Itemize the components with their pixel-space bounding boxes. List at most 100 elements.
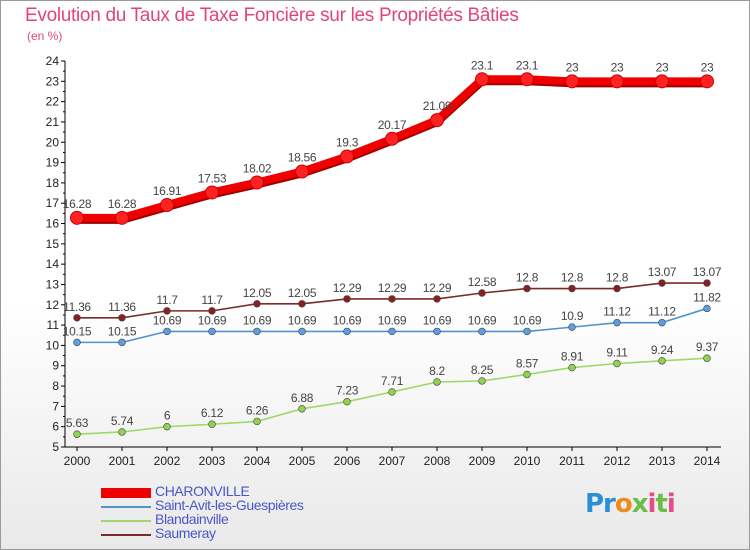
data-label: 23	[701, 60, 714, 74]
legend-label: Saint-Avit-les-Guespières	[155, 497, 304, 513]
data-point	[568, 284, 576, 293]
y-tick-label: 23	[46, 74, 60, 88]
data-point	[523, 370, 531, 379]
data-label: 8.25	[471, 363, 494, 377]
data-label: 23	[566, 60, 579, 74]
data-label: 8.2	[429, 364, 445, 378]
data-point	[658, 279, 666, 287]
data-label: 12.8	[516, 271, 539, 285]
data-point	[73, 430, 81, 438]
data-point	[253, 300, 261, 308]
data-point	[475, 72, 489, 87]
data-point	[478, 289, 486, 297]
data-label: 17.53	[198, 171, 227, 185]
data-point	[610, 74, 624, 89]
x-tick-label: 2010	[514, 454, 541, 468]
data-label: 7.23	[336, 384, 359, 398]
data-label: 5.63	[66, 416, 89, 430]
data-point	[613, 284, 621, 293]
data-label: 11.7	[156, 293, 178, 307]
data-point	[478, 327, 486, 336]
data-point	[70, 210, 84, 225]
x-tick-label: 2002	[154, 454, 181, 468]
data-label: 8.57	[516, 356, 539, 370]
data-point	[208, 420, 216, 428]
data-label: 23.1	[471, 58, 494, 72]
data-point	[343, 327, 351, 336]
data-point	[568, 363, 576, 372]
data-point	[655, 74, 669, 89]
chart-title: Evolution du Taux de Taxe Foncière sur l…	[25, 5, 519, 26]
data-point	[520, 72, 534, 87]
data-label: 9.11	[606, 346, 628, 360]
y-tick-label: 9	[52, 359, 59, 373]
data-label: 18.02	[243, 161, 272, 175]
data-label: 12.8	[561, 271, 584, 285]
data-label: 16.28	[108, 197, 137, 211]
data-point	[385, 131, 399, 146]
data-label: 16.91	[153, 184, 182, 198]
data-label: 11.7	[201, 293, 223, 307]
data-label: 12.05	[288, 286, 317, 300]
data-point	[73, 338, 81, 347]
legend-label: Saumeray	[155, 525, 216, 541]
legend-label: Blandainville	[155, 511, 229, 527]
data-label: 12.29	[423, 281, 452, 295]
series-line-shadow	[77, 77, 707, 224]
data-label: 11.12	[603, 305, 631, 319]
data-label: 12.05	[243, 286, 272, 300]
data-label: 11.36	[63, 300, 91, 314]
data-label: 10.69	[333, 313, 362, 327]
y-tick-label: 5	[52, 440, 59, 454]
data-label: 10.69	[423, 313, 452, 327]
data-label: 23.1	[516, 58, 539, 72]
data-point	[250, 175, 264, 190]
x-tick-label: 2013	[649, 454, 676, 468]
data-point	[700, 74, 714, 89]
data-point	[298, 300, 306, 308]
data-point	[115, 210, 129, 225]
data-label: 11.36	[108, 300, 136, 314]
y-tick-label: 22	[46, 95, 60, 109]
y-tick-label: 24	[46, 54, 60, 68]
legend-label: CHARONVILLE	[155, 483, 250, 499]
data-label: 19.3	[336, 135, 359, 149]
y-tick-label: 12	[46, 298, 60, 312]
data-label: 6	[164, 409, 171, 423]
data-point	[523, 284, 531, 293]
legend-swatch	[101, 506, 151, 508]
x-tick-label: 2005	[289, 454, 316, 468]
data-label: 21.09	[423, 99, 452, 113]
data-label: 13.07	[648, 265, 677, 279]
data-point	[433, 378, 441, 386]
y-unit-label: (en %)	[27, 29, 63, 43]
y-tick-label: 8	[52, 379, 59, 393]
data-point	[298, 327, 306, 336]
y-tick-label: 21	[46, 115, 60, 129]
data-point	[430, 113, 444, 128]
data-label: 12.29	[333, 281, 362, 295]
data-point	[73, 314, 81, 322]
data-point	[568, 323, 576, 331]
data-point	[118, 314, 126, 322]
x-tick-label: 2000	[64, 454, 91, 468]
x-tick-label: 2008	[424, 454, 451, 468]
data-label: 10.15	[63, 324, 92, 338]
data-point	[613, 318, 621, 327]
data-point	[253, 417, 261, 426]
y-tick-label: 6	[52, 420, 59, 434]
data-label: 10.9	[561, 309, 584, 323]
data-point	[433, 295, 441, 303]
data-label: 11.82	[693, 290, 721, 304]
data-point	[388, 388, 396, 396]
data-point	[613, 359, 621, 368]
data-label: 10.69	[243, 313, 272, 327]
data-label: 10.69	[153, 313, 182, 327]
x-tick-label: 2004	[244, 454, 271, 468]
data-label: 12.29	[378, 281, 407, 295]
data-point	[118, 338, 126, 347]
data-point	[343, 295, 351, 303]
x-tick-label: 2007	[379, 454, 406, 468]
y-tick-label: 7	[52, 399, 59, 413]
